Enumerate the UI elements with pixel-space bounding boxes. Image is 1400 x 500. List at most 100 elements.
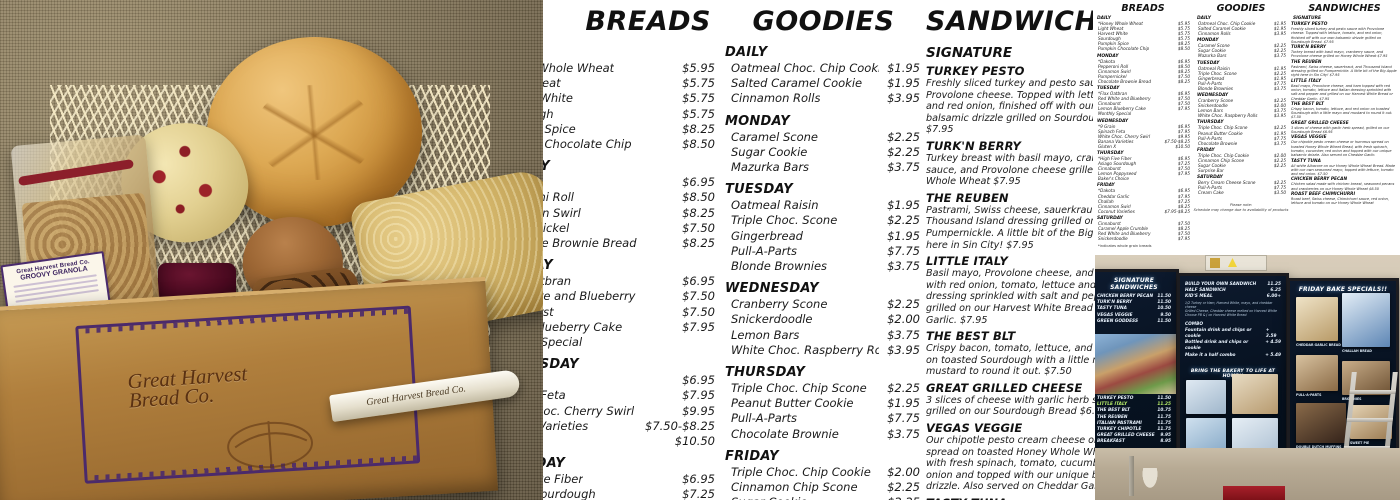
item-price: $3.75 bbox=[1274, 53, 1286, 59]
day-heading: SATURDAY bbox=[1097, 215, 1123, 221]
item-price: $6.95 bbox=[1178, 155, 1190, 161]
item-price: $2.25 bbox=[887, 213, 920, 228]
menu-poster: BREADS DAILY*Honey Whole Wheat$5.95Light… bbox=[543, 0, 1100, 500]
menu-row: Pepperoni Roll $8.50 bbox=[1093, 64, 1193, 69]
item-price: $5.75 bbox=[1178, 31, 1190, 37]
board-item-name: LITTLE ITALY bbox=[1097, 402, 1128, 408]
board-item-name: HALF SANDWICH bbox=[1185, 288, 1226, 294]
item-price: $7.95 bbox=[1178, 236, 1190, 242]
menu-row: Snickerdoodle $7.95 bbox=[1093, 236, 1193, 241]
item-name: White Choc. Raspberry Rolls bbox=[1198, 113, 1258, 119]
item-name: Pull-A-Parts bbox=[731, 411, 797, 426]
menu-row: Red White and Blueberry $7.50 bbox=[543, 289, 721, 304]
item-price: $8.50 bbox=[1178, 63, 1190, 69]
item-name: Oatmeal Raisin bbox=[1198, 65, 1230, 71]
board-item-name: BUILD YOUR OWN SANDWICH bbox=[1185, 282, 1257, 287]
board-left-top-rows: CHICKEN BERRY PECAN 11.50 TURK'N BERRY 11.5… bbox=[1095, 294, 1176, 325]
board-item-name: CHICKEN BERRY PECAN bbox=[1097, 294, 1154, 299]
item-price: $7.95 bbox=[1178, 171, 1190, 177]
item-price: $1.95 bbox=[1274, 26, 1286, 32]
item-name: Surprise Bar bbox=[1198, 168, 1224, 174]
mini-sandwiches-title: SANDWICHES bbox=[1308, 3, 1381, 14]
item-price: $8.25 bbox=[682, 205, 715, 220]
menu-row: Lemon Blueberry Cake $7.95 bbox=[543, 320, 721, 335]
item-name: Cranberry Scone bbox=[731, 297, 828, 312]
item-price: $7.25 bbox=[1178, 161, 1190, 167]
item-name: Caramel Apple Crumble bbox=[1098, 226, 1148, 231]
sandwich-name: THE BEST BLT bbox=[1291, 101, 1324, 107]
menu-row: Cinnamon Chip Scone $2.25 bbox=[1193, 158, 1289, 163]
sandwich-description: Turkey breast with basil mayo, cranberry… bbox=[1291, 50, 1388, 59]
sandwich-name: CHICKEN BERRY PECAN bbox=[1291, 177, 1348, 183]
board-row: THE REUBEN 11.75 bbox=[1095, 415, 1176, 421]
sandwich-description: Turkey breast with basil mayo, cranberry… bbox=[926, 152, 1100, 188]
item-price: $7.50 bbox=[682, 304, 715, 319]
menu-row: Gluten X $10.50 bbox=[1093, 144, 1193, 149]
item-name: Banana Varieties bbox=[1098, 138, 1134, 144]
item-price: $1.95 bbox=[887, 228, 920, 243]
item-name: Triple Choc. Chip Scone bbox=[1198, 125, 1248, 131]
menu-row: Sourdough $5.75 bbox=[543, 107, 721, 122]
menu-row: Triple Choc. Scone $2.25 bbox=[1193, 71, 1289, 76]
sandwich-description: All white Albacore on our Honey Whole Wh… bbox=[1291, 163, 1396, 177]
menu-row: Pull-A-Parts $7.75 bbox=[721, 244, 926, 259]
item-price: $10.50 bbox=[1175, 143, 1190, 149]
item-price: $2.25 bbox=[879, 495, 920, 500]
item-name: Cranberry Scone bbox=[1198, 98, 1234, 104]
item-price: $8.25 bbox=[682, 121, 715, 136]
item-price: $2.25 bbox=[887, 480, 920, 495]
bake-photo-challah bbox=[1342, 293, 1390, 347]
mini-breads-column: BREADS DAILY *Honey Whole Wheat $5.95 Light… bbox=[1093, 0, 1193, 262]
item-price: $2.25 bbox=[1274, 43, 1286, 49]
item-name: *Dakota bbox=[1098, 188, 1116, 194]
item-name: Monthly Special bbox=[543, 335, 583, 350]
board-item-price: 6.00+ bbox=[1266, 294, 1281, 300]
menu-row: Spinach Feta $7.95 bbox=[543, 388, 721, 403]
board-item-price: 9.95 bbox=[1160, 433, 1171, 439]
sandwich-description: 3 slices of cheese with garlic herb spre… bbox=[926, 394, 1100, 418]
item-price: $8.25 bbox=[1178, 68, 1190, 74]
board-item-name: TASTY TUNA bbox=[1097, 306, 1127, 312]
goodies-title: GOODIES bbox=[752, 6, 895, 37]
item-name: Oatmeal Raisin bbox=[731, 198, 819, 213]
item-name: Asiago Sourdough bbox=[1098, 161, 1137, 167]
item-price: $1.95 bbox=[1274, 75, 1286, 81]
item-price: $7.50-$8.25 bbox=[645, 418, 715, 433]
sandwich-name: TURKEY PESTO bbox=[1291, 22, 1328, 27]
item-name: Gingerbread bbox=[1198, 75, 1225, 81]
item-name: Spinach Feta bbox=[543, 388, 566, 403]
item-price: $6.95 bbox=[1178, 123, 1190, 129]
menu-board-signature-sandwiches: SIGNATURE SANDWICHES CHICKEN BERRY PECAN… bbox=[1095, 269, 1179, 471]
menu-row: Monthly Special bbox=[543, 335, 721, 350]
item-price: $2.00 bbox=[1274, 103, 1286, 109]
item-price: $7.95 bbox=[1178, 193, 1190, 199]
day-heading: MONDAY bbox=[725, 113, 790, 129]
sandwich-description: Pastrami, Swiss cheese, sauerkraut, and … bbox=[926, 204, 1100, 251]
item-price: $7.50 bbox=[1178, 73, 1190, 79]
item-name: Gluten X bbox=[1098, 143, 1117, 149]
menu-row: Pull-A-Parts $7.75 bbox=[1193, 136, 1289, 141]
menu-row: Chocolate Brownie $3.75 bbox=[721, 427, 926, 442]
mini-note-line-1: Please note: bbox=[1229, 203, 1253, 208]
day-heading: THURSDAY bbox=[1197, 120, 1224, 126]
menu-row: Cinnaburst $7.50 bbox=[1093, 101, 1193, 106]
item-price: $8.25 bbox=[1178, 203, 1190, 209]
day-heading: MONDAY bbox=[1097, 53, 1119, 59]
menu-row: Sugar Cookie $2.25 bbox=[721, 145, 926, 160]
item-name: Pumpernickel bbox=[1098, 73, 1127, 79]
item-price: $1.95 bbox=[1274, 21, 1286, 26]
item-name: Pumpernickel bbox=[543, 220, 570, 235]
menu-row: Cream Cake $3.50 bbox=[1193, 190, 1289, 195]
day-heading: TUESDAY bbox=[1097, 86, 1120, 92]
item-name: Caramel Scone bbox=[731, 129, 819, 144]
menu-row: Mazurka Bars $3.75 bbox=[721, 160, 926, 175]
sandwiches-list: TURKEY PESTO Freshly sliced turkey and pe… bbox=[926, 64, 1100, 500]
item-price: $9.95 bbox=[682, 403, 715, 418]
item-name: *9 Grain bbox=[1098, 123, 1116, 129]
board-item-name: BREAKFAST bbox=[1097, 439, 1125, 445]
item-price: $3.75 bbox=[1274, 85, 1286, 91]
item-name: Cinnamon Swirl bbox=[1098, 203, 1131, 209]
day-heading: WEDNESDAY bbox=[725, 281, 819, 297]
item-price: $1.95 bbox=[887, 198, 920, 213]
item-price: $2.25 bbox=[1274, 157, 1286, 163]
